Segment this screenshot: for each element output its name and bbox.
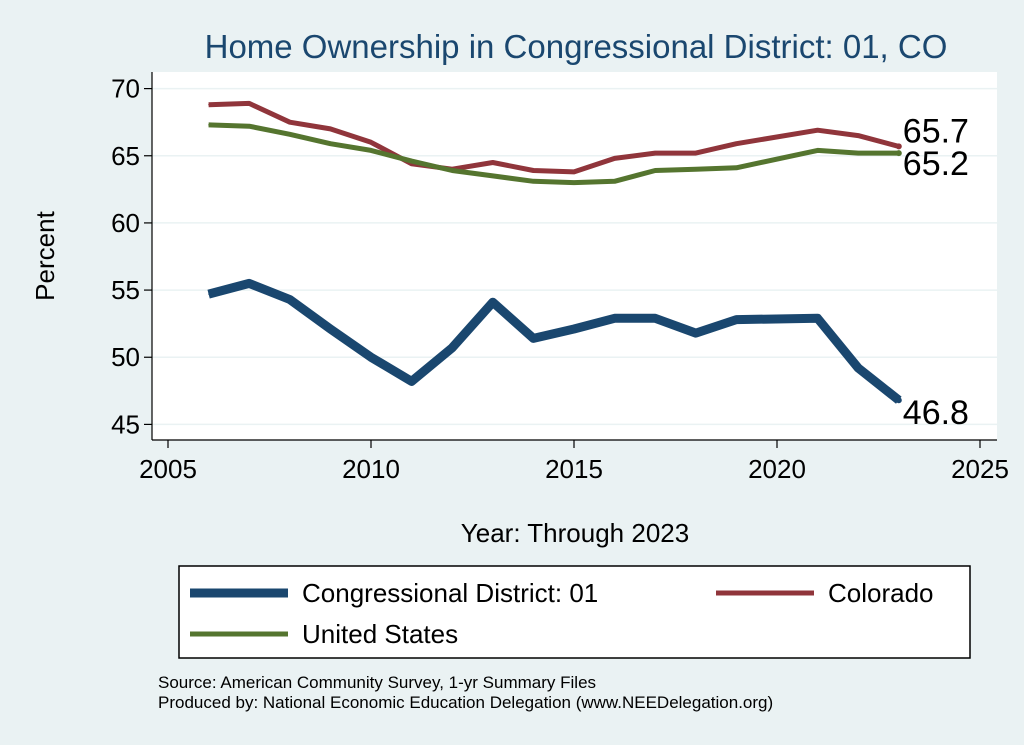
data-point xyxy=(614,180,616,182)
data-point xyxy=(735,167,737,169)
source-line-1: Source: American Community Survey, 1-yr … xyxy=(158,673,596,692)
legend-box xyxy=(178,565,971,659)
data-point xyxy=(654,317,656,319)
end-marker xyxy=(895,143,902,150)
data-point xyxy=(289,298,291,300)
data-point xyxy=(735,319,737,321)
data-point xyxy=(695,168,697,170)
data-point xyxy=(492,161,494,163)
data-point xyxy=(695,332,697,334)
series-lines xyxy=(207,100,902,404)
plot-area xyxy=(152,72,997,440)
data-point xyxy=(289,121,291,123)
data-point xyxy=(329,328,331,330)
chart-title: Home Ownership in Congressional District… xyxy=(205,28,948,65)
end-label-2: 65.2 xyxy=(903,145,969,183)
y-tick-label: 60 xyxy=(111,208,140,238)
data-point xyxy=(654,152,656,154)
end-label-0: 46.8 xyxy=(903,394,969,432)
y-tick-label: 70 xyxy=(111,74,140,104)
legend: Congressional District: 01 Colorado United… xyxy=(178,565,971,659)
data-point xyxy=(654,170,656,172)
data-point xyxy=(248,125,250,127)
data-point xyxy=(411,380,413,382)
data-point xyxy=(208,124,210,126)
data-point xyxy=(289,133,291,135)
legend-label-2: United States xyxy=(302,619,458,649)
data-point xyxy=(248,282,250,284)
data-point xyxy=(411,160,413,162)
data-point xyxy=(208,293,210,295)
x-tick-label: 2010 xyxy=(342,454,400,484)
data-point xyxy=(735,143,737,145)
end-marker xyxy=(895,397,902,404)
data-point xyxy=(532,337,534,339)
data-point xyxy=(614,157,616,159)
data-point xyxy=(817,149,819,151)
data-point xyxy=(329,143,331,145)
legend-label-1: Colorado xyxy=(828,578,934,608)
data-point xyxy=(614,317,616,319)
x-tick-label: 2020 xyxy=(748,454,806,484)
x-tick-label: 2015 xyxy=(545,454,603,484)
data-point xyxy=(857,367,859,369)
data-point xyxy=(492,175,494,177)
y-axis-label: Percent xyxy=(30,210,60,300)
data-point xyxy=(208,104,210,106)
data-point xyxy=(329,128,331,130)
data-point xyxy=(492,301,494,303)
data-point xyxy=(370,141,372,143)
y-axis: 45 50 55 60 65 70 xyxy=(111,72,153,440)
x-axis: 2005 2010 2015 2020 2025 xyxy=(139,439,1009,484)
data-point xyxy=(573,328,575,330)
x-tick-label: 2025 xyxy=(951,454,1009,484)
end-labels: 46.8 65.765.2 xyxy=(895,112,969,432)
data-point xyxy=(451,170,453,172)
legend-label-0: Congressional District: 01 xyxy=(302,578,598,608)
data-point xyxy=(817,317,819,319)
source-line-2: Produced by: National Economic Education… xyxy=(158,693,773,712)
end-marker xyxy=(895,150,902,157)
data-point xyxy=(573,171,575,173)
y-tick-label: 65 xyxy=(111,141,140,171)
end-label-1: 65.7 xyxy=(903,112,969,150)
data-point xyxy=(370,356,372,358)
data-point xyxy=(695,152,697,154)
data-point xyxy=(370,149,372,151)
data-point xyxy=(817,129,819,131)
data-point xyxy=(857,135,859,137)
data-point xyxy=(857,152,859,154)
data-point xyxy=(248,102,250,104)
y-tick-label: 50 xyxy=(111,342,140,372)
data-point xyxy=(532,180,534,182)
x-axis-label: Year: Through 2023 xyxy=(461,518,689,548)
data-point xyxy=(451,347,453,349)
x-tick-label: 2005 xyxy=(139,454,197,484)
y-tick-label: 55 xyxy=(111,275,140,305)
gridlines xyxy=(152,87,997,426)
data-point xyxy=(573,182,575,184)
data-point xyxy=(532,170,534,172)
y-tick-label: 45 xyxy=(111,409,140,439)
